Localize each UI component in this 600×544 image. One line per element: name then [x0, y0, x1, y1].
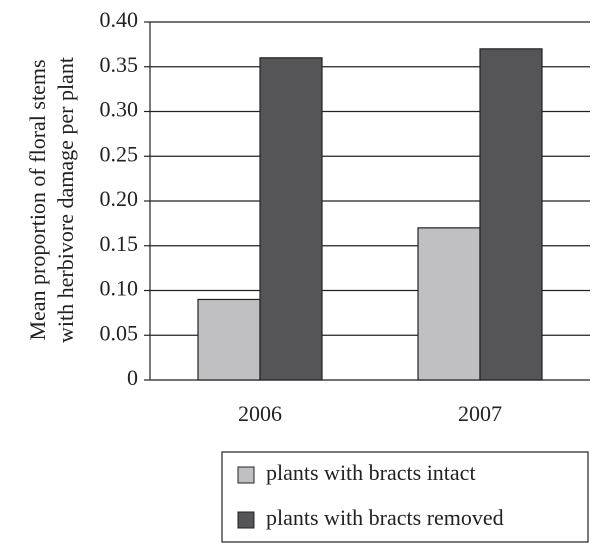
y-tick-label: 0.25 — [100, 141, 139, 166]
y-tick-label: 0.40 — [100, 7, 139, 32]
legend-swatch — [237, 511, 255, 529]
y-axis-label: with herbivore damage per plant — [53, 57, 78, 343]
bar — [259, 57, 323, 381]
y-tick-label: 0.20 — [100, 186, 139, 211]
bar — [417, 227, 481, 381]
y-tick-label: 0.05 — [100, 320, 139, 345]
bar — [197, 298, 261, 381]
y-tick-label: 0 — [127, 365, 138, 390]
y-tick-label: 0.10 — [100, 276, 139, 301]
legend-label: plants with bracts removed — [266, 505, 504, 530]
legend-box — [221, 451, 589, 543]
legend-label: plants with bracts intact — [266, 460, 476, 485]
x-tick-label: 2006 — [238, 401, 282, 426]
y-tick-label: 0.15 — [100, 231, 139, 256]
legend-swatch — [237, 466, 255, 484]
y-tick-label: 0.35 — [100, 52, 139, 77]
bar — [479, 48, 543, 381]
x-tick-label: 2007 — [458, 401, 502, 426]
y-tick-label: 0.30 — [100, 97, 139, 122]
y-axis-label: Mean proportion of floral stems — [25, 59, 50, 340]
